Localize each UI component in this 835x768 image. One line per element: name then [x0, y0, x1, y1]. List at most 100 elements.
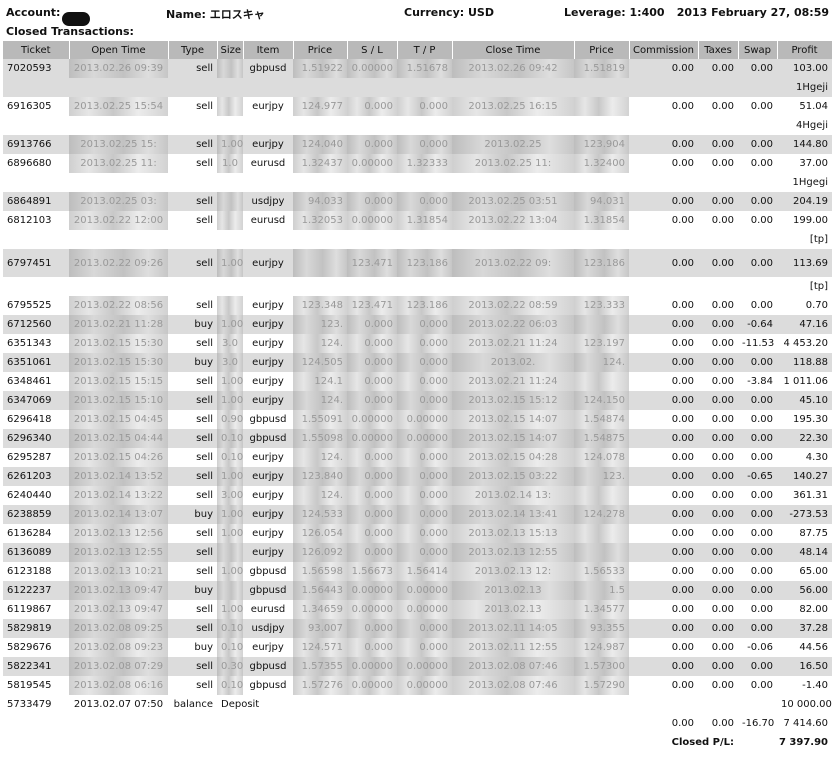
commission-cell: 0.00 — [671, 158, 694, 169]
ticket-cell: 6348461 — [7, 376, 52, 387]
take-profit-cell: 0.00000 — [397, 581, 452, 600]
stop-loss-cell: 0.00000 — [347, 676, 397, 695]
item-cell: eurjpy — [243, 391, 293, 410]
swap-cell: 0.00 — [750, 604, 773, 615]
item-cell: gbpusd — [249, 566, 287, 577]
profit-cell: 199.00 — [793, 215, 828, 226]
stop-loss-cell: 0.000 — [347, 372, 397, 391]
ticket-cell: 6240440 — [7, 490, 52, 501]
empty-cell — [3, 714, 69, 733]
open-time-cell: 2013.02.15 15:30 — [69, 353, 168, 372]
type-cell: sell — [168, 619, 217, 638]
empty-cell — [293, 78, 347, 97]
empty-cell — [698, 230, 738, 249]
taxes-cell: 0.00 — [698, 135, 738, 154]
table-row: 6122237 2013.02.13 09:47 buy gbpusd 1.56443 0… — [3, 581, 832, 600]
swap-cell: 0.00 — [738, 581, 777, 600]
item-cell: eurjpy — [243, 353, 293, 372]
empty-cell — [168, 230, 217, 249]
taxes-cell: 0.00 — [711, 642, 734, 653]
empty-cell — [574, 230, 629, 249]
column-header-taxes: Taxes — [698, 41, 739, 59]
ticket-cell: 6136089 — [3, 543, 69, 562]
empty-cell — [397, 230, 452, 249]
ticket-cell: 6795525 — [7, 300, 52, 311]
table-row: 6913766 2013.02.25 15: sell 1.00 eurjpy 124.0… — [3, 135, 832, 154]
comment-text: [tp] — [809, 234, 828, 245]
empty-cell — [69, 173, 168, 192]
table-row: 6864891 2013.02.25 03: sell usdjpy 94.033 0.0… — [3, 192, 832, 211]
profit-cell: 140.27 — [777, 467, 832, 486]
empty-cell — [217, 230, 243, 249]
taxes-cell: 0.00 — [711, 158, 734, 169]
open-time-cell: 2013.02.13 09:47 — [69, 581, 168, 600]
open-price-cell: 126.054 — [293, 524, 347, 543]
ticket-cell: 6351343 — [7, 338, 52, 349]
commission-cell: 0.00 — [671, 215, 694, 226]
close-time-cell: 2013.02.08 07:46 — [452, 676, 574, 695]
empty-cell — [347, 230, 397, 249]
open-price-cell: 124.040 — [293, 135, 347, 154]
report-header: Account: Name: エロスキャ Currency: USD Lever… — [0, 0, 835, 26]
profit-cell: 82.00 — [799, 604, 828, 615]
close-time-cell: 2013.02.15 14:07 — [452, 410, 574, 429]
table-row: 6136284 2013.02.13 12:56 sell 1.00 eurjpy 126… — [3, 524, 832, 543]
comment-row: [tp] — [3, 230, 832, 249]
swap-cell: 0.00 — [738, 249, 777, 277]
empty-cell — [629, 173, 698, 192]
item-cell: usdjpy — [243, 192, 293, 211]
type-cell: buy — [168, 581, 217, 600]
empty-cell — [452, 277, 574, 296]
size-cell: 3.00 — [217, 486, 243, 505]
profit-cell: 45.10 — [777, 391, 832, 410]
close-price-cell: 1.5 — [574, 581, 629, 600]
taxes-cell: 0.00 — [698, 59, 738, 78]
close-time-cell: 2013.02.13 15:13 — [452, 524, 574, 543]
open-time-cell: 2013.02.15 04:44 — [69, 429, 168, 448]
profit-cell: 65.00 — [799, 566, 828, 577]
take-profit-cell: 0.000 — [397, 543, 452, 562]
swap-cell: -0.06 — [747, 642, 773, 653]
taxes-cell: 0.00 — [698, 429, 738, 448]
close-time-cell: 2013.02.25 16:15 — [452, 97, 574, 116]
close-price-cell: 1.54875 — [574, 429, 629, 448]
close-price-cell: 1.31854 — [574, 211, 629, 230]
type-cell: sell — [196, 414, 213, 425]
ticket-cell: 5733479 — [7, 699, 52, 710]
open-time-cell: 2013.02.13 12:55 — [69, 543, 168, 562]
open-price-cell: 1.51922 — [293, 59, 347, 78]
empty-cell — [452, 78, 574, 97]
take-profit-cell: 0.000 — [397, 619, 452, 638]
open-time-cell: 2013.02.26 09:39 — [69, 59, 168, 78]
empty-cell — [3, 230, 69, 249]
swap-cell: 0.00 — [738, 59, 777, 78]
type-cell: buy — [168, 315, 217, 334]
size-cell: 0.10 — [217, 619, 243, 638]
profit-cell: 1 011.06 — [783, 376, 828, 387]
open-price-cell — [293, 249, 347, 277]
ticket-cell: 7020593 — [3, 59, 69, 78]
comment-text: 1Hgeji — [738, 78, 832, 97]
close-price-cell: 124.078 — [574, 448, 629, 467]
close-time-cell: 2013.02.26 09:42 — [452, 59, 574, 78]
item-cell: eurjpy — [252, 376, 284, 387]
item-cell: gbpusd — [243, 429, 293, 448]
commission-cell: 0.00 — [629, 429, 698, 448]
item-cell: eurjpy — [252, 338, 284, 349]
close-price-cell — [574, 97, 629, 116]
table-row: 6916305 2013.02.25 15:54 sell eurjpy 124.977… — [3, 97, 832, 116]
profit-cell: 4 453.20 — [783, 338, 828, 349]
take-profit-cell: 123.186 — [397, 249, 452, 277]
type-cell: sell — [168, 391, 217, 410]
take-profit-cell: 0.000 — [397, 372, 452, 391]
taxes-cell: 0.00 — [711, 452, 734, 463]
column-header-stop-loss: S / L — [347, 41, 398, 59]
type-cell: sell — [196, 338, 213, 349]
open-time-cell: 2013.02.14 13:07 — [69, 505, 168, 524]
size-cell: 0.90 — [217, 410, 243, 429]
item-cell: gbpusd — [249, 680, 287, 691]
commission-cell: 0.00 — [629, 135, 698, 154]
column-header-open-price: Price — [293, 41, 348, 59]
item-cell: gbpusd — [249, 414, 287, 425]
